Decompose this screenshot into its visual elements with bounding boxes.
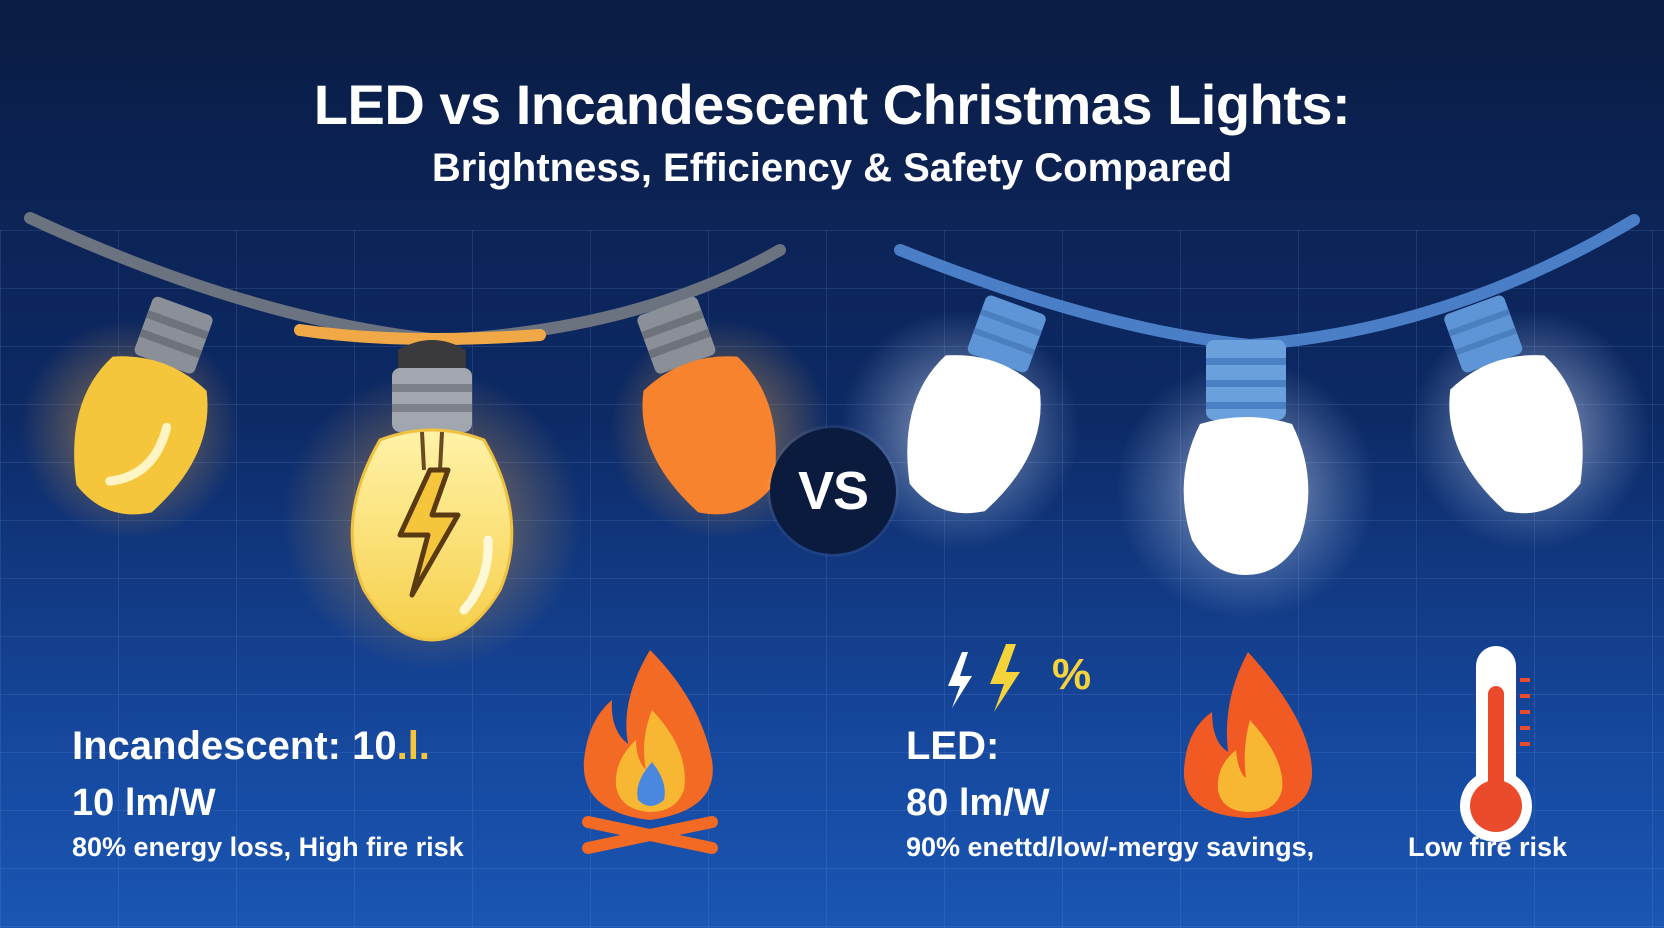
percent-glyph: % bbox=[1052, 650, 1092, 699]
bulb-icon bbox=[1183, 340, 1309, 575]
bulb-icon bbox=[350, 340, 514, 642]
lightning-icon bbox=[948, 644, 1020, 712]
incandescent-string bbox=[20, 212, 830, 670]
led-label: LED: bbox=[906, 724, 1000, 768]
vs-badge: VS bbox=[770, 428, 896, 554]
incandescent-cord-glow bbox=[294, 324, 546, 345]
led-note: 90% enettd/low/-mergy savings, bbox=[906, 832, 1315, 862]
bulb-icon bbox=[907, 295, 1046, 514]
background-grid bbox=[0, 230, 1664, 928]
incandescent-label-suffix: .l. bbox=[396, 724, 430, 768]
vs-label: VS bbox=[797, 461, 869, 521]
led-string bbox=[840, 214, 1650, 620]
led-efficiency: 80 lm/W bbox=[906, 782, 1050, 824]
bulb-icon bbox=[74, 296, 213, 515]
incandescent-note: 80% energy loss, High fire risk bbox=[72, 832, 464, 862]
campfire-icon bbox=[582, 650, 718, 854]
incandescent-efficiency: 10 lm/W bbox=[72, 782, 216, 824]
page-title: LED vs Incandescent Christmas Lights: bbox=[313, 73, 1351, 136]
bulb-icon bbox=[1444, 295, 1583, 514]
lightning-icon bbox=[397, 467, 461, 598]
flame-icon bbox=[1183, 652, 1313, 818]
led-fire-note: Low fire risk bbox=[1408, 832, 1568, 862]
page-subtitle: Brightness, Efficiency & Safety Compared bbox=[431, 146, 1233, 190]
incandescent-label: Incandescent: 10.l. bbox=[72, 724, 430, 769]
bulb-icon bbox=[637, 296, 776, 515]
thermometer-icon bbox=[1460, 646, 1532, 842]
savings-glyphs: % bbox=[946, 650, 1101, 700]
incandescent-label-text: Incandescent: 10 bbox=[72, 724, 397, 768]
